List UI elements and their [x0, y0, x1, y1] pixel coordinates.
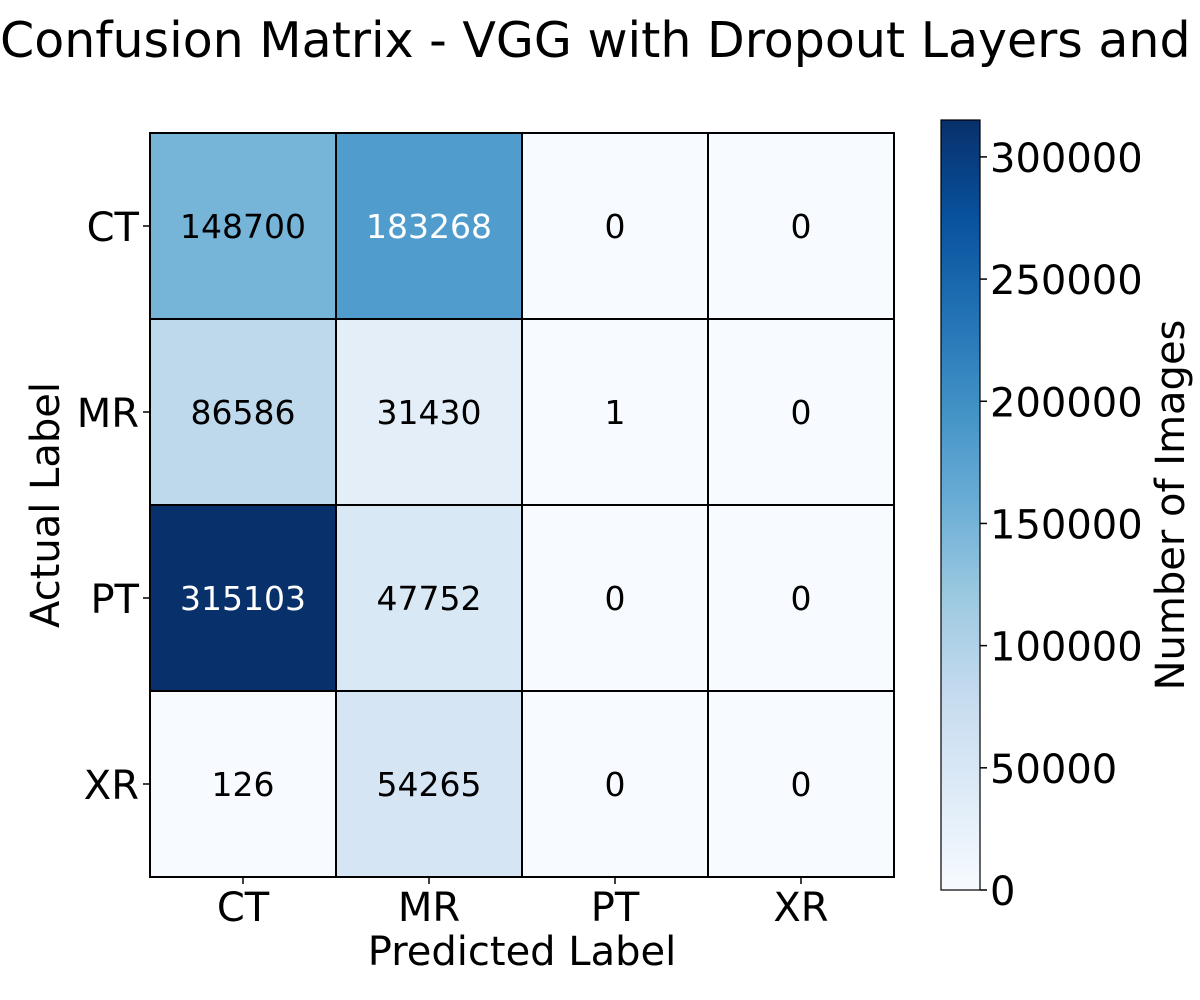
heatmap-cell-xr-mr [335, 690, 523, 878]
colorbar-tick-label: 200000 [990, 380, 1143, 426]
colorbar-tick-label: 150000 [990, 502, 1143, 548]
y-tick-label-pt: PT [90, 577, 139, 623]
cell-value-label: 0 [605, 207, 626, 246]
cell-value-label: 0 [791, 393, 812, 432]
heatmap-cell-pt-xr [707, 504, 895, 692]
cell-value-label: 86586 [191, 393, 296, 432]
x-tick-label-xr: XR [773, 885, 828, 931]
x-axis-label: Predicted Label [367, 929, 677, 975]
cell-value-label: 0 [605, 765, 626, 804]
colorbar-tick-label: 0 [990, 869, 1015, 915]
heatmap-cells [149, 132, 895, 878]
chart-title: Confusion Matrix - VGG with Dropout Laye… [0, 12, 1200, 69]
cell-value-label: 126 [212, 765, 275, 804]
heatmap-cell-mr-xr [707, 318, 895, 506]
heatmap-cell-ct-pt [521, 132, 709, 320]
heatmap-cell-ct-xr [707, 132, 895, 320]
y-tick-label-xr: XR [84, 763, 139, 809]
y-axis-ticks: CT MR PT XR [77, 205, 150, 809]
x-axis-ticks: CT MR PT XR [217, 877, 829, 931]
cell-value-label: 0 [791, 579, 812, 618]
colorbar: 0 50000 100000 150000 200000 250000 300000 [940, 119, 1143, 915]
x-tick-label-ct: CT [217, 885, 270, 931]
cell-value-label: 0 [605, 579, 626, 618]
colorbar-label: Number of Images [1148, 319, 1194, 691]
heatmap-cell-ct-ct [149, 132, 337, 320]
heatmap-cell-xr-xr [707, 690, 895, 878]
y-tick-label-ct: CT [87, 205, 140, 251]
cell-value-label: 47752 [377, 579, 482, 618]
heatmap-cell-pt-mr [335, 504, 523, 692]
heatmap-cell-xr-ct [149, 690, 337, 878]
heatmap-border [149, 132, 895, 878]
cell-value-label: 31430 [377, 393, 482, 432]
colorbar-tick-label: 300000 [990, 136, 1143, 182]
y-axis-label: Actual Label [23, 382, 69, 628]
x-tick-label-pt: PT [591, 885, 640, 931]
cell-value-label: 148700 [180, 207, 306, 246]
heatmap-cell-xr-pt [521, 690, 709, 878]
cell-value-label: 315103 [180, 579, 306, 618]
y-tick-label-mr: MR [77, 391, 139, 437]
colorbar-tick-label: 250000 [990, 258, 1143, 304]
cell-value-label: 1 [605, 393, 626, 432]
colorbar-tick-label: 100000 [990, 625, 1143, 671]
cell-value-label: 54265 [377, 765, 482, 804]
cell-value-label: 0 [791, 207, 812, 246]
x-tick-label-mr: MR [398, 885, 460, 931]
heatmap-cell-mr-pt [521, 318, 709, 506]
cell-labels: 148700 183268 0 0 86586 31430 1 0 315103 47752 0 0 1… [180, 207, 811, 804]
cell-value-label: 0 [791, 765, 812, 804]
cell-value-label: 183268 [366, 207, 492, 246]
colorbar-tick-label: 50000 [990, 747, 1117, 793]
colorbar-gradient [940, 119, 981, 891]
